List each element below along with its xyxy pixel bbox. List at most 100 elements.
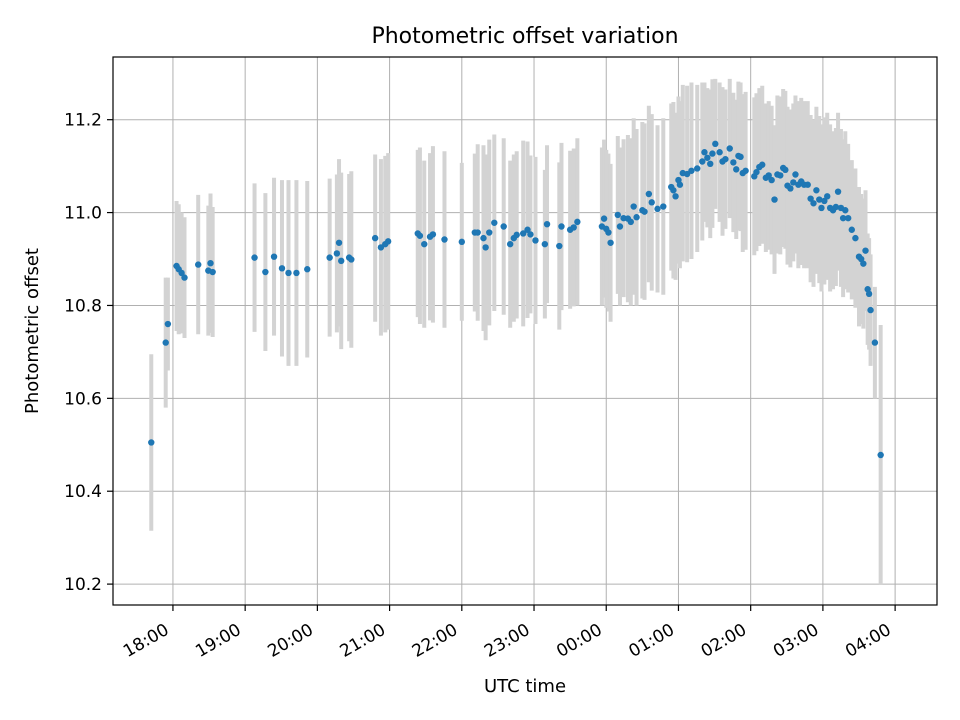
data-point (491, 219, 498, 226)
data-point (181, 274, 188, 281)
data-point (709, 150, 716, 157)
data-point (207, 259, 214, 267)
data-point (338, 257, 345, 265)
data-point (541, 240, 549, 248)
data-point (570, 224, 577, 231)
data-point (730, 159, 737, 166)
data-point (737, 153, 744, 161)
data-point (474, 229, 481, 236)
data-point (832, 203, 840, 211)
data-point (804, 181, 811, 188)
chart-title: Photometric offset variation (371, 24, 678, 49)
data-point (633, 214, 640, 221)
x-tick-label: 18:00 (120, 620, 172, 662)
data-point (871, 339, 879, 346)
y-tick-label: 11.0 (64, 204, 102, 224)
data-point (162, 339, 169, 346)
y-tick-label: 10.4 (64, 482, 102, 502)
data-point (787, 185, 794, 192)
data-point (654, 205, 661, 213)
data-point (251, 254, 258, 261)
data-point (600, 215, 608, 222)
data-point (458, 238, 466, 246)
x-tick-label: 01:00 (626, 620, 678, 662)
plot-frame (112, 56, 938, 606)
data-point (574, 218, 581, 226)
data-point (771, 196, 778, 203)
data-point (482, 244, 489, 251)
grid (113, 57, 937, 605)
data-point (860, 260, 867, 267)
data-point (262, 268, 269, 276)
data-point (607, 239, 614, 246)
data-point (371, 234, 379, 242)
data-point (524, 226, 531, 233)
data-point (304, 266, 311, 273)
data-point (148, 439, 155, 446)
data-point (416, 232, 424, 239)
data-point (877, 451, 884, 459)
data-point (759, 161, 766, 168)
data-point (765, 172, 772, 179)
data-point (429, 231, 437, 238)
data-point (839, 214, 847, 222)
data-point (867, 306, 874, 314)
data-point (614, 211, 621, 219)
data-point (285, 269, 292, 277)
data-point (821, 197, 828, 205)
data-point (532, 237, 539, 244)
data-point (335, 239, 343, 246)
data-point (842, 207, 849, 214)
data-point (293, 269, 300, 277)
data-point (270, 253, 278, 260)
data-point (676, 181, 684, 188)
data-point (209, 268, 216, 276)
y-tick-label: 10.6 (64, 389, 102, 409)
x-tick-label: 03:00 (770, 620, 822, 662)
data-point (648, 199, 655, 206)
data-point (704, 154, 711, 161)
data-point (742, 167, 749, 174)
data-point (707, 160, 714, 168)
x-tick-label: 23:00 (481, 620, 533, 662)
errorbars (149, 78, 883, 586)
data-point (178, 269, 185, 277)
data-point (694, 165, 701, 172)
data-point (852, 234, 859, 242)
data-point (506, 240, 514, 248)
data-point (605, 229, 612, 236)
data-point (616, 223, 624, 230)
data-point (556, 242, 563, 250)
data-point (486, 229, 493, 236)
data-point (519, 230, 527, 237)
data-point (790, 179, 797, 186)
x-tick-label: 02:00 (698, 620, 750, 662)
data-point (865, 290, 873, 298)
data-point (688, 167, 695, 174)
data-point (164, 320, 172, 328)
data-point (627, 218, 634, 226)
data-point (716, 149, 723, 156)
y-tick-label: 11.2 (64, 111, 102, 131)
data-point (701, 149, 708, 156)
data-point (848, 226, 855, 233)
data-point (824, 193, 831, 200)
data-point (543, 220, 551, 228)
data-point (500, 223, 507, 230)
data-point (768, 176, 775, 184)
data-point (195, 261, 202, 268)
data-point (777, 172, 784, 179)
data-point (810, 200, 817, 207)
data-point (278, 265, 286, 272)
y-tick-label: 10.8 (64, 296, 102, 316)
data-point (699, 158, 706, 165)
data-point (722, 155, 729, 163)
data-point (807, 195, 814, 202)
data-point (672, 193, 679, 200)
data-point (527, 231, 534, 238)
x-axis-label: UTC time (484, 676, 566, 697)
y-axis-label: Photometric offset (22, 248, 43, 414)
data-point (645, 190, 653, 198)
data-point (513, 231, 520, 239)
